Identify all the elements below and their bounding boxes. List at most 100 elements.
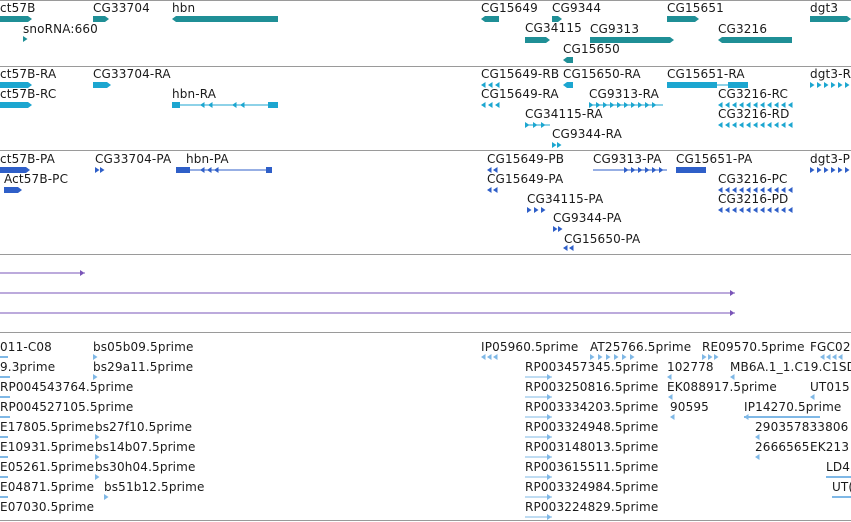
est-label[interactable]: IP05960.5prime: [481, 340, 579, 354]
est-glyph[interactable]: [832, 354, 837, 360]
protein-strand-arrow[interactable]: [774, 187, 779, 193]
est-glyph[interactable]: [810, 394, 815, 400]
est-label[interactable]: RP003148013.5prime: [525, 440, 659, 454]
est-label[interactable]: bs29a11.5prime: [93, 360, 194, 374]
transcript-glyph[interactable]: [0, 82, 32, 88]
est-glyph[interactable]: [95, 454, 100, 460]
protein-strand-arrow[interactable]: [718, 207, 723, 213]
protein-strand-arrow[interactable]: [767, 207, 772, 213]
transcript-label[interactable]: CG15651-RA: [667, 67, 745, 81]
transcript-label[interactable]: CG3216-RD: [718, 107, 790, 121]
transcript-glyph[interactable]: [563, 82, 573, 88]
transcript-strand-arrow[interactable]: [208, 102, 213, 108]
protein-strand-arrow[interactable]: [493, 167, 498, 173]
alignment-arrow[interactable]: [80, 270, 85, 276]
protein-label[interactable]: CG15651-PA: [676, 152, 753, 166]
transcript-exon[interactable]: [728, 82, 748, 88]
est-glyph[interactable]: [547, 454, 552, 460]
transcript-strand-arrow[interactable]: [624, 102, 629, 108]
gene-label[interactable]: ct57B: [0, 1, 36, 15]
transcript-strand-arrow[interactable]: [753, 102, 758, 108]
protein-strand-arrow[interactable]: [624, 167, 629, 173]
protein-strand-arrow[interactable]: [732, 207, 737, 213]
protein-strand-arrow[interactable]: [563, 245, 568, 251]
protein-strand-arrow[interactable]: [781, 187, 786, 193]
protein-strand-arrow[interactable]: [760, 187, 765, 193]
gene-glyph[interactable]: [481, 16, 499, 22]
protein-strand-arrow[interactable]: [493, 187, 498, 193]
transcript-label[interactable]: CG33704-RA: [93, 67, 171, 81]
transcript-strand-arrow[interactable]: [596, 102, 601, 108]
protein-strand-arrow[interactable]: [810, 167, 815, 173]
protein-strand-arrow[interactable]: [831, 167, 836, 173]
est-glyph[interactable]: [755, 434, 760, 440]
transcript-label[interactable]: ct57B-RC: [0, 87, 57, 101]
est-label[interactable]: RP003324948.5prime: [525, 420, 659, 434]
est-label[interactable]: RE09570.5prime: [702, 340, 805, 354]
est-label[interactable]: E04871.5prime: [0, 480, 95, 494]
protein-strand-arrow[interactable]: [527, 207, 532, 213]
gene-label[interactable]: CG15650: [563, 42, 620, 56]
gene-label[interactable]: CG9344: [552, 1, 602, 15]
est-label[interactable]: RP003324984.5prime: [525, 480, 659, 494]
transcript-strand-arrow[interactable]: [631, 102, 636, 108]
transcript-strand-arrow[interactable]: [589, 102, 594, 108]
protein-label[interactable]: hbn-PA: [186, 152, 229, 166]
transcript-strand-arrow[interactable]: [240, 102, 245, 108]
gene-glyph[interactable]: [667, 16, 699, 22]
protein-glyph[interactable]: [4, 187, 22, 193]
protein-label[interactable]: CG15649-PA: [487, 172, 564, 186]
est-glyph[interactable]: [702, 354, 707, 360]
est-glyph[interactable]: [668, 394, 673, 400]
transcript-strand-arrow[interactable]: [739, 122, 744, 128]
est-label[interactable]: 9.3prime: [0, 360, 56, 374]
protein-strand-arrow[interactable]: [767, 187, 772, 193]
transcript-strand-arrow[interactable]: [488, 102, 493, 108]
est-label[interactable]: RP004543764.5prime: [0, 380, 134, 394]
est-glyph[interactable]: [826, 354, 831, 360]
transcript-strand-arrow[interactable]: [739, 102, 744, 108]
transcript-label[interactable]: CG9344-RA: [552, 127, 622, 141]
transcript-label[interactable]: CG9313-RA: [589, 87, 659, 101]
transcript-label[interactable]: dgt3-RA: [810, 67, 851, 81]
est-label[interactable]: IP14270.5prime: [744, 400, 842, 414]
gene-glyph[interactable]: [172, 16, 278, 22]
transcript-strand-arrow[interactable]: [200, 102, 205, 108]
est-glyph[interactable]: [95, 434, 100, 440]
protein-strand-arrow[interactable]: [781, 207, 786, 213]
protein-label[interactable]: CG33704-PA: [95, 152, 172, 166]
transcript-strand-arrow[interactable]: [718, 102, 723, 108]
transcript-strand-arrow[interactable]: [732, 102, 737, 108]
protein-strand-arrow[interactable]: [652, 167, 657, 173]
protein-label[interactable]: CG15649-PB: [487, 152, 565, 166]
est-label[interactable]: 90595: [670, 400, 709, 414]
est-glyph[interactable]: [622, 354, 627, 360]
protein-strand-arrow[interactable]: [558, 226, 563, 232]
transcript-strand-arrow[interactable]: [232, 102, 237, 108]
gene-label[interactable]: CG3216: [718, 22, 768, 36]
gene-label[interactable]: CG9313: [590, 22, 640, 36]
transcript-strand-arrow[interactable]: [488, 82, 493, 88]
protein-strand-arrow[interactable]: [739, 207, 744, 213]
est-glyph[interactable]: [547, 394, 552, 400]
transcript-strand-arrow[interactable]: [845, 82, 850, 88]
est-label[interactable]: E17805.5prime: [0, 420, 95, 434]
transcript-strand-arrow[interactable]: [495, 102, 500, 108]
est-label[interactable]: bs27f10.5prime: [95, 420, 193, 434]
transcript-strand-arrow[interactable]: [824, 82, 829, 88]
protein-strand-arrow[interactable]: [569, 245, 574, 251]
est-label[interactable]: RP003615511.5prime: [525, 460, 659, 474]
est-label[interactable]: 102778: [667, 360, 714, 374]
transcript-strand-arrow[interactable]: [746, 102, 751, 108]
transcript-label[interactable]: CG15649-RA: [481, 87, 559, 101]
protein-strand-arrow[interactable]: [845, 167, 850, 173]
protein-strand-arrow[interactable]: [753, 207, 758, 213]
est-label[interactable]: bs30h04.5prime: [95, 460, 196, 474]
est-glyph[interactable]: [730, 374, 735, 380]
gene-glyph[interactable]: [23, 36, 28, 42]
est-label[interactable]: UT015: [810, 380, 850, 394]
protein-strand-arrow[interactable]: [824, 167, 829, 173]
protein-strand-arrow[interactable]: [541, 207, 546, 213]
gene-label[interactable]: dgt3: [810, 1, 839, 15]
gene-label[interactable]: snoRNA:660: [23, 22, 98, 36]
